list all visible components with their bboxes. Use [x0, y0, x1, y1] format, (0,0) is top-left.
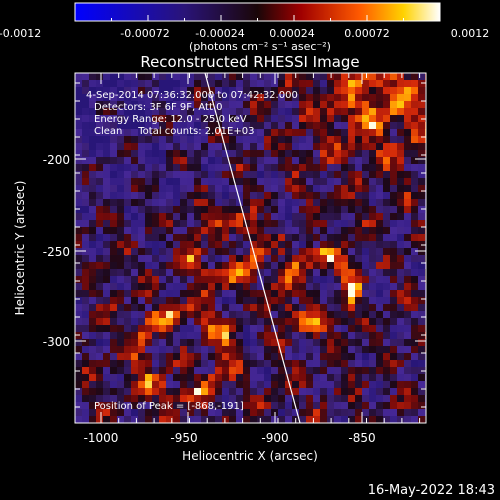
y-axis-label: Heliocentric Y (arcsec): [13, 181, 27, 316]
axis-ticks: [75, 73, 426, 423]
colorbar-tick-label: 0.0012: [451, 27, 490, 40]
y-tick-label: -300: [43, 335, 70, 349]
colorbar-ticks: [74, 15, 441, 21]
hxr-image-panel: 4-Sep-2014 07:36:32.000 to 07:42:32.000 …: [74, 72, 427, 424]
solar-limb-line: [204, 73, 301, 423]
info-line-counts: Clean Total counts: 2.01E+03: [94, 126, 254, 137]
hxr-image-pixels: [75, 73, 426, 423]
colorbar-tick-label: -0.00072: [120, 27, 169, 40]
plot-title: Reconstructed RHESSI Image: [140, 53, 359, 71]
colorbar: -0.0012 -0.00072 -0.00024 0.00024 0.0007…: [0, 2, 490, 53]
plot-timestamp: 16-May-2022 18:43: [368, 483, 495, 498]
info-line-date: 4-Sep-2014 07:36:32.000 to 07:42:32.000: [86, 90, 298, 101]
x-tick-label: -1000: [84, 431, 119, 445]
plot-frame: [74, 72, 427, 424]
y-tick-label: -250: [43, 245, 70, 259]
info-line-energy: Energy Range: 12.0 - 25.0 keV: [94, 114, 247, 125]
colorbar-tick-label: 0.00072: [344, 27, 390, 40]
colorbar-tick-label: 0.00024: [269, 27, 315, 40]
x-tick-label: -850: [348, 431, 375, 445]
x-axis-label: Heliocentric X (arcsec): [182, 449, 318, 463]
colorbar-tick-label: -0.0012: [0, 27, 41, 40]
colorbar-tick-label: -0.00024: [195, 27, 244, 40]
y-tick-label: -200: [43, 153, 70, 167]
colorbar-unit-label: (photons cm⁻² s⁻¹ asec⁻²): [189, 40, 331, 53]
peak-position-label: Position of Peak = [-868,-191]: [94, 401, 244, 412]
info-line-detectors: Detectors: 3F 6F 9F, Att 0: [94, 102, 222, 113]
x-tick-label: -900: [261, 431, 288, 445]
x-tick-label: -950: [170, 431, 197, 445]
